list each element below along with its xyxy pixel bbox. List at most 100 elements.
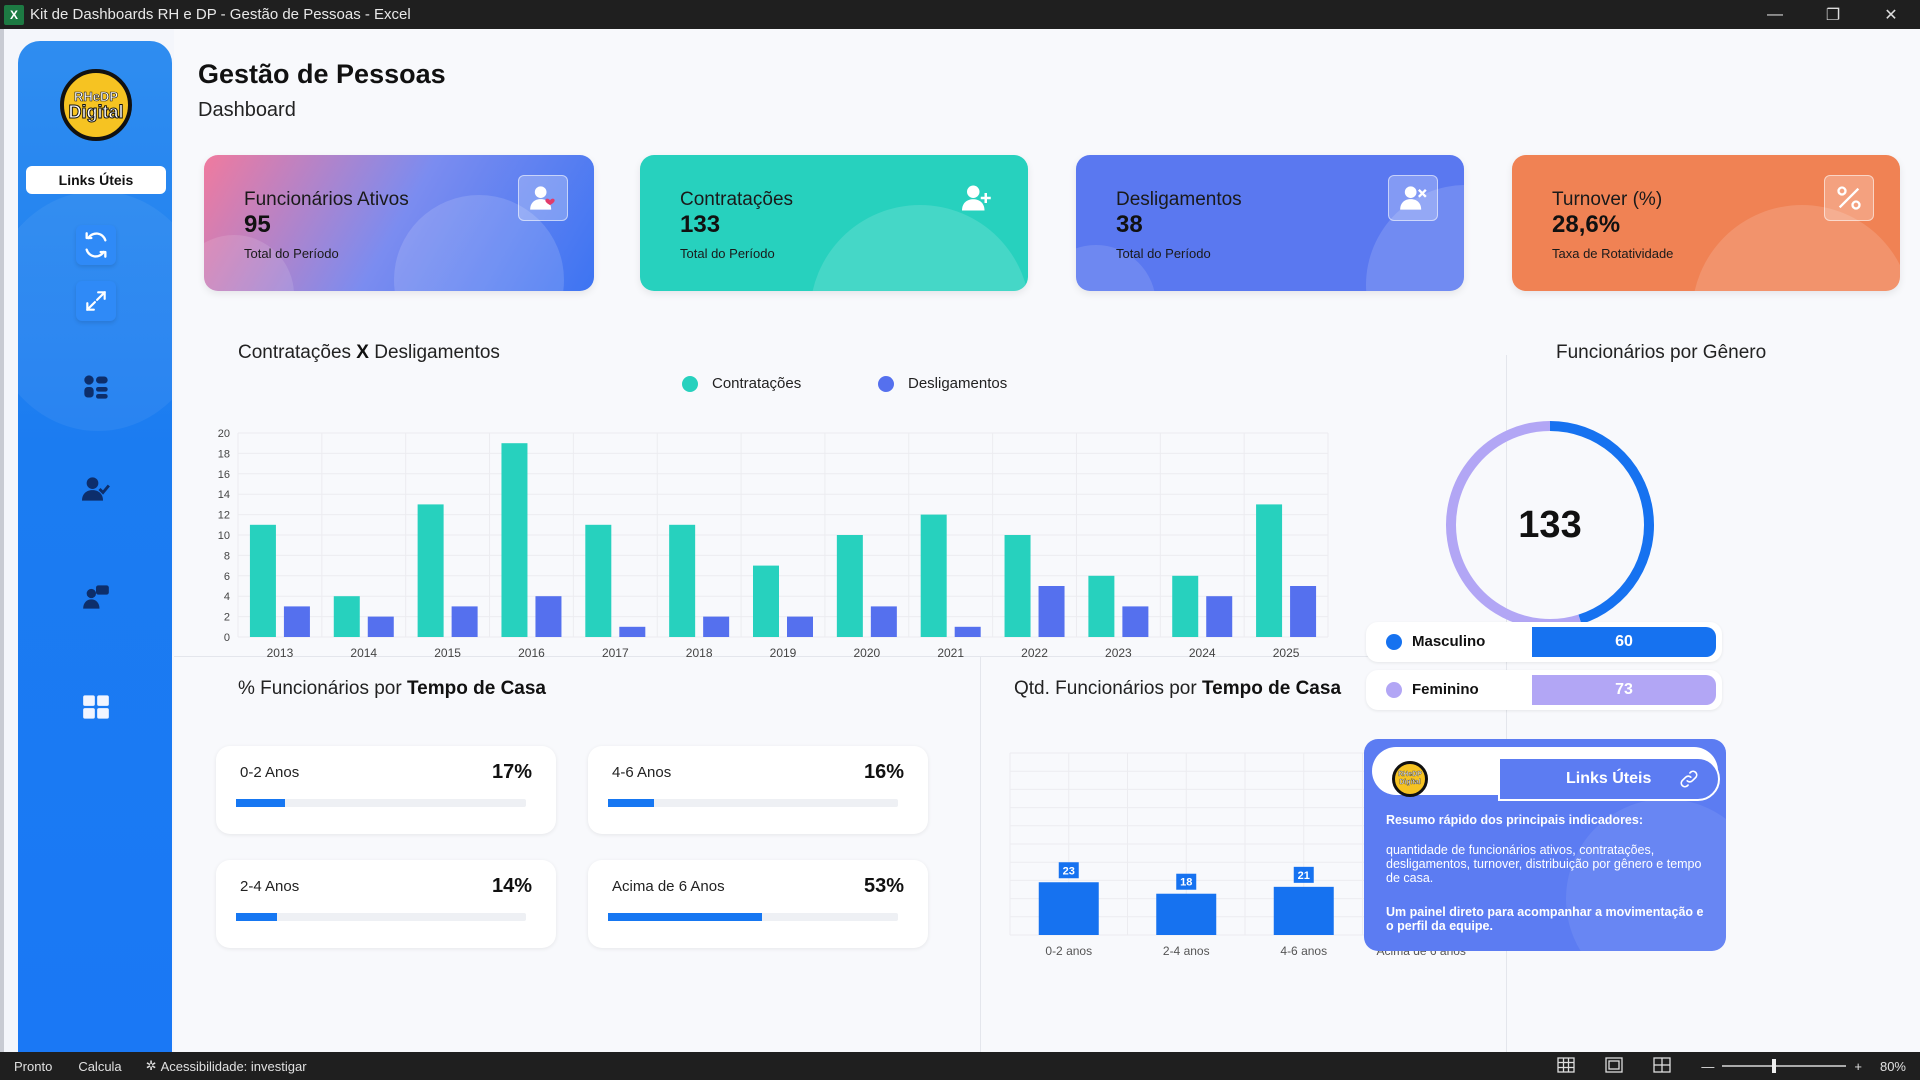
gender-value: 60 [1532, 627, 1716, 657]
data-label-box [1176, 873, 1197, 890]
bar-terminations [870, 606, 897, 637]
y-tick-label: 6 [224, 571, 230, 583]
bar-terminations [367, 616, 394, 637]
accessibility-status[interactable]: Acessibilidade: investigar [160, 1058, 307, 1074]
data-label-box [1058, 862, 1079, 879]
bar-tenure-qty [1156, 893, 1217, 935]
bar-terminations [1122, 606, 1149, 637]
kpi-label: Contratações [680, 189, 794, 210]
status-calculate[interactable]: Calcula [78, 1058, 122, 1074]
y-tick-label: 14 [218, 489, 230, 501]
expand-icon[interactable] [76, 281, 116, 321]
restore-button[interactable]: ❐ [1825, 6, 1841, 24]
dashboard-icon[interactable] [76, 367, 116, 407]
y-tick-label: 10 [218, 530, 230, 542]
kpi-value: 133 [680, 211, 721, 238]
progress-fill [608, 799, 655, 807]
kpi-card-terminations: Desligamentos 38 Total do Período [1076, 155, 1464, 291]
y-tick-label: 0 [224, 632, 230, 644]
progress-fill [608, 913, 762, 921]
zoom-level[interactable]: 80% [1879, 1058, 1906, 1074]
bar-terminations [1206, 596, 1233, 637]
logo-text-top: RHeDP [73, 88, 119, 104]
refresh-icon[interactable] [76, 225, 116, 265]
bar-terminations [703, 616, 730, 637]
x-tick-label: 2022 [1021, 646, 1048, 660]
accessibility-icon[interactable]: ✲ [145, 1058, 157, 1073]
x-tick-label: 2018 [686, 646, 713, 660]
tenure-percent: 16% [863, 761, 904, 783]
links-uteis-card-button[interactable]: Links Úteis [1498, 757, 1720, 801]
logo-text-bottom: Digital [1399, 779, 1421, 786]
legend-dot [878, 375, 894, 392]
zoom-slider-thumb[interactable] [1771, 1059, 1776, 1073]
gender-dot [1386, 682, 1402, 698]
user-heart-icon [518, 175, 568, 221]
user-plus-icon [952, 175, 1002, 221]
user-chat-icon[interactable] [76, 577, 116, 617]
x-tick-label: 2016 [518, 646, 545, 660]
tenure-card-0-2: 0-2 Anos 17% [216, 746, 556, 834]
gender-title: Funcionários por Gênero [1556, 342, 1767, 363]
chart-title-bold: Tempo de Casa [406, 678, 546, 699]
bar-terminations [1038, 586, 1065, 637]
page-break-icon[interactable] [1653, 1056, 1672, 1076]
minimize-button[interactable]: — [1767, 5, 1783, 23]
gender-value: 73 [1532, 675, 1716, 705]
percent-icon [1824, 175, 1874, 221]
gender-label: Masculino [1412, 633, 1486, 650]
y-tick-label: 12 [218, 510, 230, 522]
page-layout-icon[interactable] [1605, 1056, 1624, 1076]
links-pill[interactable]: RHeDP Digital Links Úteis [1372, 747, 1720, 801]
tenure-card-4-6: 4-6 Anos 16% [588, 746, 928, 834]
bar-terminations [954, 626, 981, 637]
donut-slice-masculino [1549, 421, 1654, 625]
x-tick-label: 2020 [853, 646, 880, 660]
logo-text-top: RHeDP [1398, 771, 1422, 778]
tenure-percent: 14% [491, 875, 532, 897]
links-uteis-button[interactable]: Links Úteis [26, 166, 166, 194]
chart-title-part: Qtd. Funcionários por [1014, 678, 1202, 699]
data-label-box [1293, 866, 1314, 883]
zoom-slider[interactable] [1722, 1059, 1847, 1073]
user-check-icon[interactable] [76, 469, 116, 509]
tenure-percent: 17% [491, 761, 532, 783]
gender-total: 133 [1518, 503, 1582, 546]
zoom-in-button[interactable]: + [1854, 1058, 1862, 1074]
x-tick-label: 2-4 anos [1163, 944, 1210, 958]
bar-hires [417, 504, 444, 637]
x-tick-label: 2015 [434, 646, 461, 660]
bar-hires [1172, 575, 1199, 637]
zoom-slider-track [1722, 1065, 1847, 1067]
x-tick-label: 2017 [602, 646, 629, 660]
kpi-description: Taxa de Rotatividade [1552, 246, 1674, 261]
links-button-label: Links Úteis [1566, 770, 1652, 787]
x-tick-label: 2024 [1189, 646, 1216, 660]
links-card: RHeDP Digital Links Úteis Resumo rápido … [1364, 739, 1726, 951]
x-tick-label: 2013 [267, 646, 294, 660]
status-bar: Pronto Calcula ✲ Acessibilidade: investi… [0, 1052, 1920, 1080]
tenure-label: 2-4 Anos [240, 878, 300, 895]
data-label: 18 [1180, 877, 1192, 889]
legend-item-terminations: Desligamentos [878, 375, 1007, 392]
grid-icon[interactable] [76, 687, 116, 727]
gender-dot [1386, 634, 1402, 650]
legend-dot [682, 375, 698, 392]
legend-label: Desligamentos [908, 375, 1008, 392]
legend-item-hires: Contratações [682, 375, 801, 392]
worksheet-canvas: RHeDP Digital Links Úteis Gestão de Pess… [0, 29, 1920, 1052]
normal-view-icon[interactable] [1557, 1056, 1576, 1076]
kpi-card-turnover: Turnover (%) 28,6% Taxa de Rotatividade [1512, 155, 1900, 291]
kpi-label: Desligamentos [1116, 189, 1242, 210]
hires-chart-title: Contratações X Desligamentos [238, 342, 500, 364]
bar-hires [249, 524, 276, 637]
y-tick-label: 20 [218, 428, 230, 440]
zoom-out-button[interactable]: — [1701, 1058, 1715, 1074]
divider [980, 656, 981, 1052]
bar-tenure-qty [1038, 882, 1099, 935]
progress-track [236, 913, 526, 921]
close-button[interactable]: ✕ [1884, 6, 1898, 24]
progress-fill [236, 913, 277, 921]
x-tick-label: 2014 [350, 646, 377, 660]
kpi-description: Total do Período [680, 246, 775, 261]
